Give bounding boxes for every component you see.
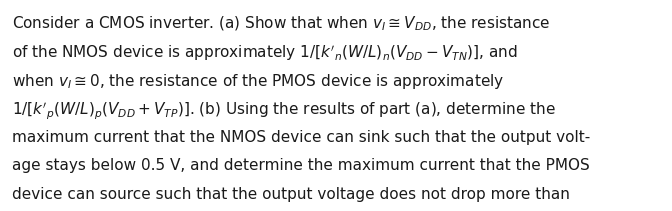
Text: device can source such that the output voltage does not drop more than: device can source such that the output v… <box>12 187 570 202</box>
Text: Consider a CMOS inverter. (a) Show that when $v_I \cong V_{DD}$, the resistance: Consider a CMOS inverter. (a) Show that … <box>12 15 550 33</box>
Text: when $v_I \cong 0$, the resistance of the PMOS device is approximately: when $v_I \cong 0$, the resistance of th… <box>12 72 505 91</box>
Text: maximum current that the NMOS device can sink such that the output volt-: maximum current that the NMOS device can… <box>12 130 590 145</box>
Text: $1/[k'_p(W/L)_p(V_{DD} + V_{TP})]$. (b) Using the results of part (a), determine: $1/[k'_p(W/L)_p(V_{DD} + V_{TP})]$. (b) … <box>12 101 556 122</box>
Text: of the NMOS device is approximately $1/[k'_n(W/L)_n(V_{DD} - V_{TN})]$, and: of the NMOS device is approximately $1/[… <box>12 43 517 63</box>
Text: age stays below 0.5 V, and determine the maximum current that the PMOS: age stays below 0.5 V, and determine the… <box>12 158 590 173</box>
